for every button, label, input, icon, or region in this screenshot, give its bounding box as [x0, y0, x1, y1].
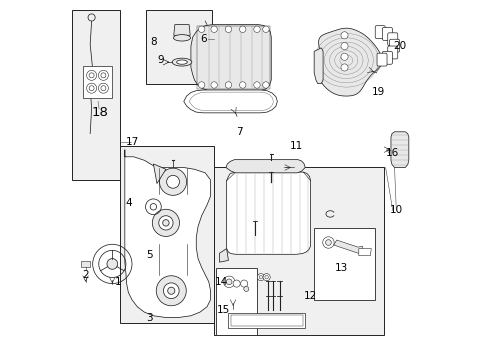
- Circle shape: [166, 175, 179, 188]
- Circle shape: [198, 82, 204, 88]
- Circle shape: [198, 26, 204, 32]
- Circle shape: [264, 275, 268, 279]
- Circle shape: [240, 280, 247, 287]
- Circle shape: [263, 274, 270, 281]
- Polygon shape: [313, 48, 323, 84]
- Text: 15: 15: [216, 305, 229, 315]
- Circle shape: [159, 216, 173, 230]
- FancyBboxPatch shape: [376, 53, 386, 66]
- Text: 16: 16: [386, 148, 399, 158]
- Bar: [146, 10, 212, 84]
- Polygon shape: [153, 164, 165, 184]
- Bar: [197, 26, 270, 89]
- Bar: [313, 228, 374, 300]
- Circle shape: [210, 26, 217, 32]
- Circle shape: [233, 280, 240, 287]
- Circle shape: [340, 32, 347, 39]
- Polygon shape: [124, 150, 210, 318]
- Circle shape: [156, 276, 186, 306]
- Text: 18: 18: [91, 105, 108, 119]
- Polygon shape: [225, 159, 305, 173]
- Circle shape: [239, 26, 245, 32]
- Circle shape: [107, 258, 118, 269]
- Circle shape: [253, 82, 260, 88]
- Circle shape: [163, 220, 169, 226]
- Circle shape: [239, 82, 245, 88]
- Text: 6: 6: [200, 34, 206, 44]
- Text: 8: 8: [150, 37, 156, 48]
- Polygon shape: [219, 249, 228, 262]
- Circle shape: [322, 237, 333, 248]
- Circle shape: [340, 64, 347, 71]
- FancyBboxPatch shape: [382, 51, 391, 64]
- Text: 19: 19: [371, 87, 384, 98]
- Text: 14: 14: [214, 277, 227, 287]
- Ellipse shape: [176, 60, 187, 64]
- Circle shape: [223, 276, 234, 288]
- Circle shape: [257, 274, 264, 281]
- Circle shape: [325, 240, 331, 246]
- Text: 13: 13: [334, 262, 347, 273]
- Text: 7: 7: [235, 127, 242, 137]
- Polygon shape: [183, 90, 277, 113]
- Bar: [214, 167, 383, 336]
- Bar: [72, 10, 120, 180]
- FancyBboxPatch shape: [387, 46, 397, 59]
- Text: 5: 5: [146, 250, 153, 260]
- FancyBboxPatch shape: [374, 26, 385, 39]
- Bar: [228, 313, 305, 328]
- Text: 2: 2: [82, 270, 89, 280]
- FancyBboxPatch shape: [382, 27, 391, 40]
- Text: 20: 20: [392, 41, 406, 51]
- Ellipse shape: [173, 35, 190, 41]
- Circle shape: [262, 82, 268, 88]
- Circle shape: [262, 26, 268, 32]
- Circle shape: [340, 53, 347, 60]
- Bar: [230, 315, 302, 326]
- Text: 3: 3: [146, 312, 153, 323]
- Circle shape: [253, 26, 260, 32]
- FancyBboxPatch shape: [389, 39, 399, 52]
- Polygon shape: [333, 240, 362, 253]
- Polygon shape: [318, 28, 381, 96]
- Polygon shape: [173, 24, 190, 35]
- Bar: [216, 267, 257, 336]
- Polygon shape: [358, 249, 370, 256]
- Text: 12: 12: [304, 291, 317, 301]
- Text: 17: 17: [125, 138, 138, 148]
- Circle shape: [340, 42, 347, 50]
- Circle shape: [244, 287, 248, 292]
- Circle shape: [167, 287, 175, 294]
- Bar: [120, 146, 214, 323]
- FancyBboxPatch shape: [387, 33, 397, 46]
- Circle shape: [225, 26, 231, 32]
- Polygon shape: [390, 132, 408, 167]
- Polygon shape: [226, 172, 310, 254]
- Polygon shape: [81, 261, 90, 267]
- Circle shape: [226, 279, 231, 285]
- Circle shape: [259, 275, 262, 279]
- Text: 1: 1: [114, 277, 121, 287]
- Circle shape: [210, 82, 217, 88]
- Circle shape: [152, 209, 179, 237]
- Circle shape: [225, 82, 231, 88]
- Circle shape: [159, 168, 186, 195]
- Circle shape: [163, 283, 179, 298]
- Text: 9: 9: [157, 55, 163, 65]
- Bar: [83, 66, 111, 98]
- Text: 11: 11: [289, 141, 302, 151]
- Ellipse shape: [172, 58, 191, 66]
- Text: 10: 10: [389, 205, 402, 215]
- Polygon shape: [190, 24, 271, 91]
- Text: 4: 4: [125, 198, 131, 208]
